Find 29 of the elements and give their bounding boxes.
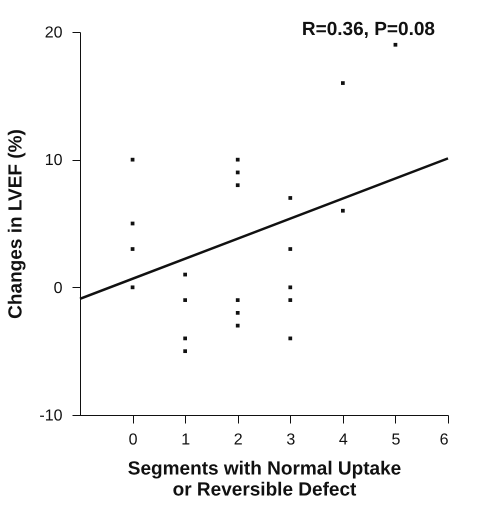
- point: [288, 196, 292, 200]
- point: [236, 298, 240, 302]
- point: [236, 170, 240, 174]
- point: [130, 247, 134, 251]
- point: [183, 272, 188, 276]
- point: [394, 42, 398, 47]
- x-axis-title: Segments with Normal Uptake or Reversible Defect: [128, 458, 402, 500]
- y-axis-title: Changes in LVEF (%): [5, 129, 26, 319]
- point: [288, 247, 292, 251]
- point: [130, 158, 134, 162]
- point: [130, 222, 134, 226]
- x-tick-label: 4: [338, 432, 348, 448]
- point: [183, 298, 188, 302]
- x-tick-label: 1: [181, 432, 190, 448]
- x-tick-label: 5: [391, 432, 400, 448]
- point: [288, 298, 292, 302]
- y-tick-label: 10: [44, 152, 63, 170]
- x-tick-label: 6: [440, 432, 449, 448]
- point: [183, 336, 188, 340]
- y-tick-label: 0: [54, 280, 63, 297]
- y-tick-label: -10: [39, 408, 63, 424]
- x-tick-label: 0: [128, 432, 138, 448]
- y-tick-label: 20: [44, 24, 63, 42]
- point: [130, 285, 134, 290]
- point: [288, 336, 292, 340]
- annotation: R=0.36, P=0.08: [302, 19, 435, 40]
- x-tick-label: 2: [234, 432, 243, 448]
- x-tick-label: 3: [286, 432, 296, 448]
- point: [340, 81, 345, 85]
